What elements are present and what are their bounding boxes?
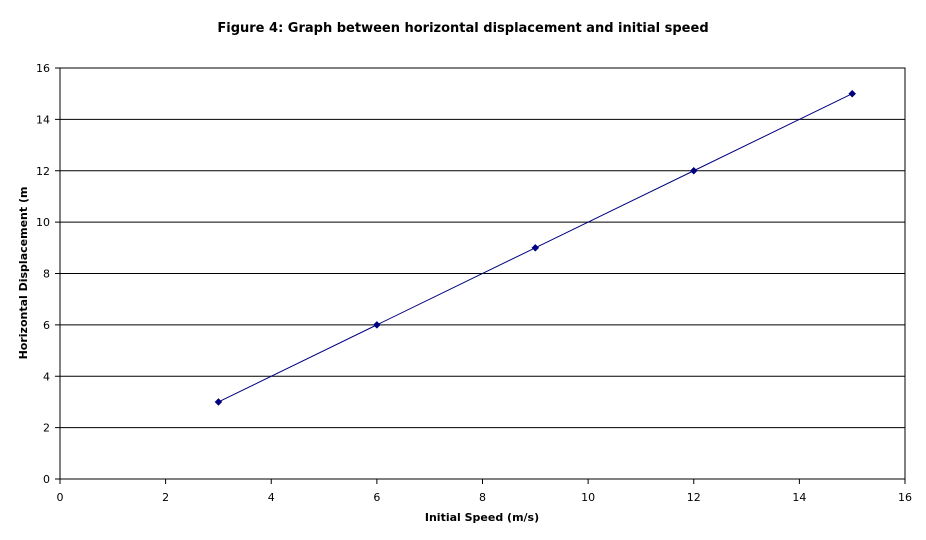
data-point-marker <box>214 398 223 406</box>
chart-title: Figure 4: Graph between horizontal displ… <box>217 21 708 36</box>
y-axis-title: Horizontal Displacement (m <box>17 187 30 360</box>
data-point-marker <box>531 243 540 252</box>
x-tick-label: 6 <box>373 491 380 504</box>
data-series <box>214 89 857 406</box>
gridlines <box>60 118 905 429</box>
data-point-marker <box>373 321 381 329</box>
x-tick-label: 14 <box>792 491 806 504</box>
x-tick-label: 12 <box>687 491 701 504</box>
y-tick-label: 8 <box>43 268 50 281</box>
x-tick-label: 0 <box>57 491 64 504</box>
y-tick-label: 0 <box>43 473 50 486</box>
y-tick-label: 16 <box>36 62 50 75</box>
x-tick-label: 16 <box>898 491 912 504</box>
x-tick-label: 10 <box>581 491 595 504</box>
y-tick-label: 14 <box>36 113 50 126</box>
y-tick-label: 6 <box>43 319 50 332</box>
y-axis-ticks: 0 2 4 6 8 10 12 14 16 <box>36 62 60 486</box>
data-point-marker <box>848 89 857 98</box>
x-tick-label: 2 <box>162 491 169 504</box>
x-tick-label: 8 <box>479 491 486 504</box>
x-tick-label: 4 <box>268 491 275 504</box>
data-point-marker <box>689 166 698 175</box>
y-tick-label: 2 <box>43 422 50 435</box>
y-tick-label: 4 <box>43 370 50 383</box>
y-tick-label: 12 <box>36 165 50 178</box>
y-tick-label: 10 <box>36 216 50 229</box>
x-axis-ticks: 0 2 4 6 8 10 12 14 16 <box>57 479 912 504</box>
x-axis-title: Initial Speed (m/s) <box>425 511 539 524</box>
